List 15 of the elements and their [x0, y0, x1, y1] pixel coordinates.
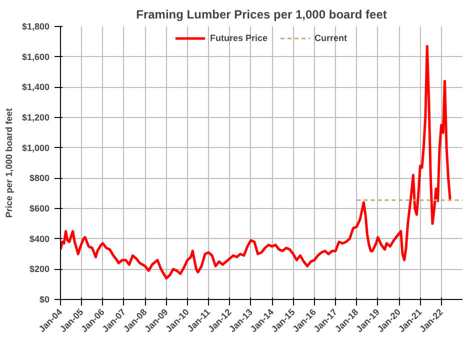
y-axis-title: Price per 1,000 board feet	[4, 108, 14, 218]
y-tick-label: $1,200	[22, 112, 50, 122]
y-tick-label: $1,400	[22, 82, 50, 92]
y-tick-label: $1,800	[22, 22, 50, 32]
y-tick-label: $800	[29, 173, 50, 184]
legend-label: Current	[314, 33, 348, 43]
y-tick-label: $0	[39, 294, 50, 304]
y-tick-label: $400	[29, 234, 50, 244]
legend-label: Futures Price	[210, 33, 268, 43]
chart-title: Framing Lumber Prices per 1,000 board feet	[136, 8, 387, 22]
y-tick-label: $1,600	[22, 52, 50, 62]
y-tick-label: $200	[29, 264, 50, 274]
y-tick-label: $600	[29, 204, 50, 214]
y-tick-label: $1,000	[22, 142, 50, 153]
line-series	[60, 44, 452, 280]
